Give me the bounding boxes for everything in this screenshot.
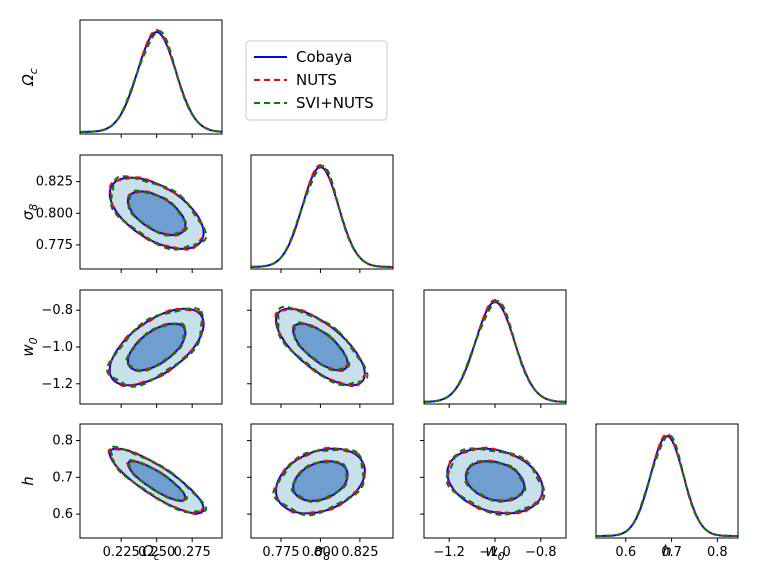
panel-frame: [250, 289, 394, 405]
x-tick-label: 0.250: [138, 545, 175, 560]
panel-frame: [423, 289, 567, 405]
y-tick-label: 0.8: [52, 434, 73, 449]
contour-95-svi-nuts: [109, 175, 208, 251]
axis-label-sigma8: σ8: [19, 204, 40, 221]
axis-label-w0: w0: [19, 337, 40, 356]
panel-frame: [595, 423, 739, 539]
y-tick-label: 0.6: [52, 507, 73, 522]
legend-label-svi-nuts: SVI+NUTS: [296, 94, 374, 112]
x-tick-label: 0.6: [615, 545, 636, 560]
panel-frame: [250, 154, 394, 270]
x-tick-label: 0.8: [707, 545, 728, 560]
marginal-curve-svi-nuts: [423, 300, 567, 403]
marginal-curve-svi-nuts: [251, 165, 393, 268]
x-tick-label: 0.275: [174, 545, 211, 560]
contour-68-nuts: [292, 322, 350, 373]
legend: Cobaya NUTS SVI+NUTS: [245, 40, 388, 121]
contour-95-nuts: [446, 446, 546, 515]
panel-h-sigma8: 0.775 0.800 0.825: [247, 423, 394, 560]
marginal-curve-cobaya: [423, 300, 567, 403]
panel-h-h: 0.6 0.7 0.8: [595, 423, 739, 560]
marginal-curve-svi-nuts: [79, 29, 223, 133]
contour-68-svi-nuts: [464, 459, 527, 503]
contour-95-svi-nuts: [105, 307, 204, 388]
marginal-curve-cobaya: [80, 30, 223, 133]
contour-68-fill: [293, 461, 348, 501]
legend-box: [245, 40, 388, 121]
axis-label-h: h: [662, 542, 672, 560]
marginal-curve-svi-nuts: [596, 433, 738, 537]
contour-95-svi-nuts: [272, 448, 365, 517]
legend-label-cobaya: Cobaya: [296, 48, 352, 66]
panel-h-w0: −1.2 −1.0 −0.8: [420, 423, 567, 560]
axis-label-omega_c: Ωc: [19, 68, 40, 87]
marginal-curve-nuts: [251, 163, 393, 268]
marginal-curve-nuts: [80, 28, 223, 133]
y-tick-label: −1.0: [41, 340, 73, 355]
y-tick-label: 0.825: [36, 175, 73, 190]
panel-frame: [79, 154, 223, 270]
x-tick-label: 0.225: [103, 545, 140, 560]
legend-label-nuts: NUTS: [296, 71, 337, 89]
panel-frame: [79, 289, 223, 405]
contour-68-svi-nuts: [293, 321, 351, 372]
x-tick-label: 0.825: [341, 545, 378, 560]
contour-95-nuts: [274, 307, 367, 388]
x-tick-label: 0.7: [661, 545, 682, 560]
contour-68-cobaya: [126, 190, 187, 237]
marginal-curve-nuts: [423, 298, 567, 403]
panel-omega_c-omega_c: [79, 19, 223, 138]
contour-68-fill: [127, 461, 186, 501]
x-tick-label: −0.8: [525, 545, 557, 560]
marginal-curve-cobaya: [251, 165, 393, 268]
contour-68-fill: [128, 323, 186, 371]
panel-sigma8-sigma8: [250, 154, 394, 273]
contour-68-fill: [127, 191, 186, 236]
x-tick-label: −1.0: [479, 545, 511, 560]
panel-frame: [79, 19, 223, 135]
x-tick-label: 0.775: [262, 545, 299, 560]
panel-frame: [79, 423, 223, 539]
y-tick-label: −0.8: [41, 303, 73, 318]
panel-sigma8-omega_c: 0.775 0.800 0.825: [36, 154, 223, 273]
contour-68-fill: [293, 323, 348, 371]
axis-label-sigma8: σ8: [314, 542, 331, 563]
panel-w0-sigma8: [247, 289, 394, 408]
y-tick-label: 0.800: [36, 206, 73, 221]
y-tick-label: 0.775: [36, 238, 73, 253]
axis-label-h: h: [19, 476, 37, 486]
axis-label-omega_c: Ωc: [141, 542, 160, 563]
y-tick-label: −1.2: [41, 377, 73, 392]
panel-frame: [423, 423, 567, 539]
contour-95-svi-nuts: [109, 445, 208, 514]
contour-68-fill: [465, 461, 525, 501]
contour-68-svi-nuts: [127, 458, 189, 502]
contour-95-svi-nuts: [277, 305, 369, 387]
contour-95-cobaya: [108, 176, 205, 250]
panel-w0-omega_c: −1.2 −1.0 −0.8: [41, 289, 223, 408]
marginal-curve-cobaya: [596, 434, 738, 537]
panel-w0-w0: [423, 289, 567, 408]
marginal-curve-nuts: [596, 432, 738, 537]
y-tick-label: 0.7: [52, 470, 73, 485]
contour-68-svi-nuts: [125, 322, 186, 373]
contour-68-svi-nuts: [290, 460, 349, 503]
x-tick-label: −1.2: [433, 545, 465, 560]
x-tick-label: 0.800: [302, 545, 339, 560]
panels: 0.7750.8000.825−1.2−1.0−0.80.60.70.80.22…: [19, 19, 739, 563]
panel-frame: [250, 423, 394, 539]
axis-label-w0: w0: [485, 542, 504, 563]
